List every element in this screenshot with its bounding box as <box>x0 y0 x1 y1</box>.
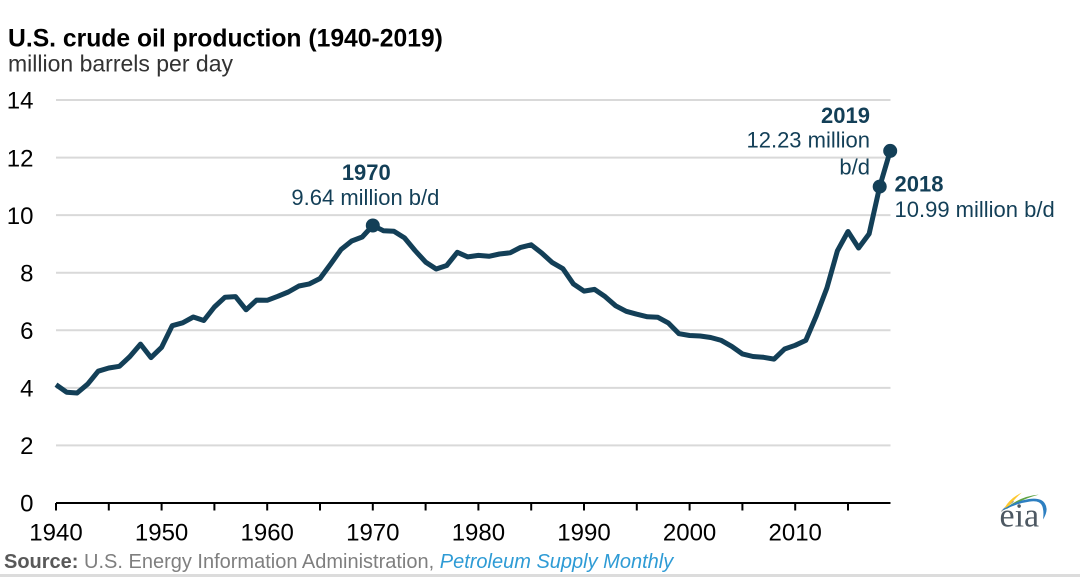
svg-text:1970: 1970 <box>346 520 399 547</box>
svg-text:12: 12 <box>7 145 34 172</box>
svg-text:10.99 million b/d: 10.99 million b/d <box>895 197 1055 222</box>
svg-text:1980: 1980 <box>452 520 505 547</box>
svg-text:6: 6 <box>20 318 33 345</box>
svg-text:2019: 2019 <box>821 103 870 128</box>
svg-text:million barrels per day: million barrels per day <box>8 51 233 77</box>
svg-text:2: 2 <box>20 433 33 460</box>
svg-text:10: 10 <box>7 203 34 230</box>
svg-text:4: 4 <box>20 376 33 403</box>
svg-text:12.23 million: 12.23 million <box>746 128 870 153</box>
svg-text:b/d: b/d <box>839 155 870 180</box>
svg-text:eia: eia <box>1000 498 1040 535</box>
svg-text:1940: 1940 <box>29 520 82 547</box>
svg-text:9.64 million b/d: 9.64 million b/d <box>291 185 439 210</box>
svg-text:Source: U.S. Energy Informatio: Source: U.S. Energy Information Administ… <box>4 551 674 573</box>
svg-text:1950: 1950 <box>135 520 188 547</box>
svg-text:14: 14 <box>7 88 34 115</box>
svg-text:1970: 1970 <box>342 160 391 185</box>
svg-text:2018: 2018 <box>895 172 944 197</box>
svg-text:1990: 1990 <box>557 520 610 547</box>
svg-text:0: 0 <box>20 491 33 518</box>
svg-text:U.S. crude oil production (194: U.S. crude oil production (1940-2019) <box>8 26 443 53</box>
svg-text:1960: 1960 <box>241 520 294 547</box>
svg-text:2010: 2010 <box>769 520 822 547</box>
svg-text:2000: 2000 <box>663 520 716 547</box>
svg-text:8: 8 <box>20 260 33 287</box>
